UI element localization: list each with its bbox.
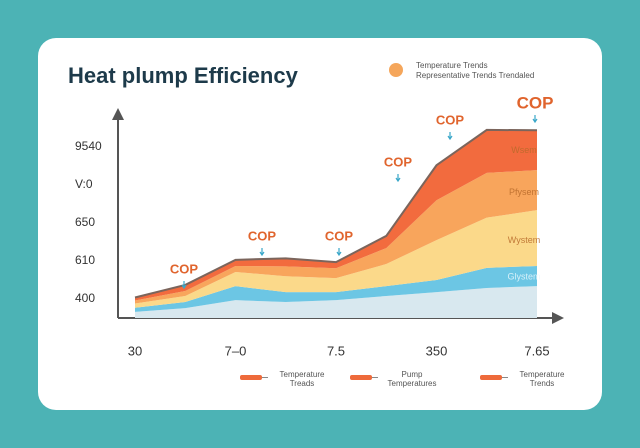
annotation: COP <box>517 93 554 112</box>
annotation-arrow <box>532 115 538 124</box>
x-tick-label: 7–0 <box>225 343 247 358</box>
annotation: COP <box>384 154 413 169</box>
legend-label: Temperature <box>280 370 325 379</box>
x-tick-label: 350 <box>426 343 448 358</box>
legend-swatch <box>240 375 262 380</box>
y-tick-label: 400 <box>75 291 95 305</box>
annotation: COP <box>325 228 354 243</box>
series-label: Glystem <box>507 271 540 281</box>
legend-label: Trends <box>530 379 555 388</box>
top-legend: Temperature Trends <box>416 61 488 70</box>
y-tick-label: 610 <box>75 253 95 267</box>
legend-label: Temperature <box>520 370 565 379</box>
series-label: Wystem <box>508 235 540 245</box>
top-outline <box>134 128 538 299</box>
legend-label: Temperatures <box>388 379 437 388</box>
annotation-arrow <box>336 248 342 257</box>
x-arrow <box>552 312 564 324</box>
annotation-arrow <box>259 248 265 257</box>
y-tick-label: 9540 <box>75 139 102 153</box>
y-tick-label: 650 <box>75 215 95 229</box>
top-legend: Representative Trends Trendaled <box>416 71 534 80</box>
legend-label: Pump <box>402 370 423 379</box>
x-tick-label: 7.65 <box>524 343 549 358</box>
legend-swatch <box>480 375 502 380</box>
chart-title: Heat plump Efficiency <box>68 63 299 88</box>
y-tick-label: V:0 <box>75 177 93 191</box>
legend-label: Treads <box>290 379 315 388</box>
x-tick-label: 7.5 <box>327 343 345 358</box>
legend-swatch <box>350 375 372 380</box>
area <box>135 170 537 304</box>
annotation-arrow <box>395 174 401 183</box>
annotation: COP <box>170 261 199 276</box>
annotation-arrow <box>181 281 187 290</box>
annotation-arrow <box>447 132 453 141</box>
x-tick-label: 30 <box>128 343 142 358</box>
y-arrow <box>112 108 124 120</box>
area <box>135 265 537 312</box>
annotation: COP <box>436 112 465 127</box>
area <box>135 210 537 308</box>
area <box>135 129 537 301</box>
series-label: Pfysem <box>509 187 539 197</box>
legend-dot <box>389 63 403 77</box>
area <box>135 286 537 318</box>
annotation: COP <box>248 228 277 243</box>
series-label: Wsem <box>511 145 537 155</box>
